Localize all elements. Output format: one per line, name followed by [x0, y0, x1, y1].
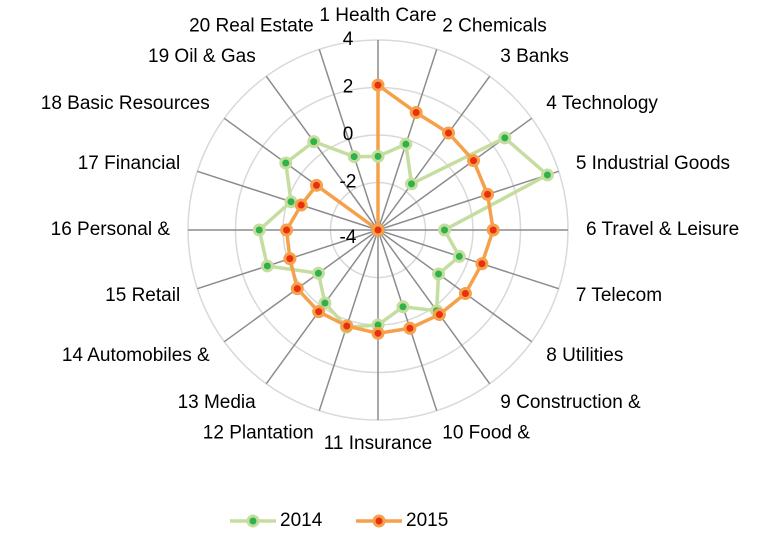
category-label: 6 Travel & Leisure	[586, 219, 739, 240]
category-label: 7 Telecom	[576, 285, 662, 306]
legend-marker	[246, 514, 260, 528]
data-point	[432, 267, 446, 281]
data-point	[283, 252, 297, 266]
r-tick-label: 4	[343, 29, 354, 50]
data-point	[438, 223, 451, 237]
series-line	[257, 135, 551, 329]
category-label: 19 Oil & Gas	[148, 46, 256, 67]
data-point	[475, 257, 489, 271]
data-point	[311, 266, 325, 280]
data-point	[371, 149, 385, 163]
legend-marker	[372, 514, 386, 528]
category-label: 13 Media	[178, 392, 257, 413]
data-point	[405, 177, 419, 191]
r-tick-label: 0	[343, 124, 354, 145]
data-point	[312, 305, 326, 319]
spoke	[318, 49, 379, 231]
spoke	[377, 229, 438, 411]
data-point	[498, 131, 512, 145]
r-tick-label: -2	[340, 172, 357, 193]
data-point	[466, 154, 480, 168]
data-point	[340, 319, 354, 333]
r-tick-label: 2	[343, 77, 354, 98]
data-point	[347, 150, 361, 164]
data-point	[252, 223, 266, 237]
data-point	[452, 249, 466, 263]
data-point	[432, 308, 446, 322]
category-label: 8 Utilities	[546, 345, 623, 366]
data-point	[371, 223, 385, 237]
data-point	[371, 326, 385, 340]
legend-label: 2015	[406, 510, 448, 531]
category-label: 17 Financial	[78, 153, 180, 174]
data-point	[396, 300, 410, 314]
data-point	[540, 168, 554, 182]
data-point	[280, 223, 294, 237]
data-point	[284, 195, 298, 209]
data-point	[318, 296, 332, 310]
category-label: 15 Retail	[105, 285, 180, 306]
legend-label: 2014	[280, 510, 323, 531]
data-point	[279, 156, 293, 170]
spoke	[377, 229, 559, 290]
category-label: 9 Construction &	[500, 392, 641, 413]
category-label: 12 Plantation	[203, 423, 314, 444]
category-label: 16 Personal &	[51, 219, 171, 240]
category-label: 1 Health Care	[319, 5, 436, 26]
category-label: 5 Industrial Goods	[576, 153, 730, 174]
category-label: 2 Chemicals	[442, 15, 547, 36]
data-point	[481, 187, 495, 201]
data-point	[290, 282, 304, 296]
category-label: 20 Real Estate	[189, 15, 314, 36]
data-point	[310, 178, 324, 192]
r-tick-label: -4	[340, 227, 357, 248]
data-point	[307, 135, 321, 149]
category-label: 14 Automobiles &	[62, 345, 210, 366]
data-point	[409, 106, 423, 120]
spoke	[377, 229, 533, 343]
category-label: 18 Basic Resources	[41, 93, 210, 114]
spoke	[265, 75, 379, 231]
category-label: 4 Technology	[546, 93, 658, 114]
data-point	[403, 321, 417, 335]
category-label: 3 Banks	[500, 46, 569, 67]
spoke	[377, 75, 491, 231]
spoke	[377, 170, 559, 231]
data-point	[486, 223, 500, 237]
data-point	[260, 259, 274, 273]
data-point	[371, 78, 385, 92]
data-point	[399, 137, 413, 151]
data-point	[458, 287, 472, 301]
data-point	[441, 126, 455, 140]
category-label: 10 Food &	[442, 423, 530, 444]
data-point	[294, 198, 308, 212]
category-label: 11 Insurance	[324, 433, 432, 454]
